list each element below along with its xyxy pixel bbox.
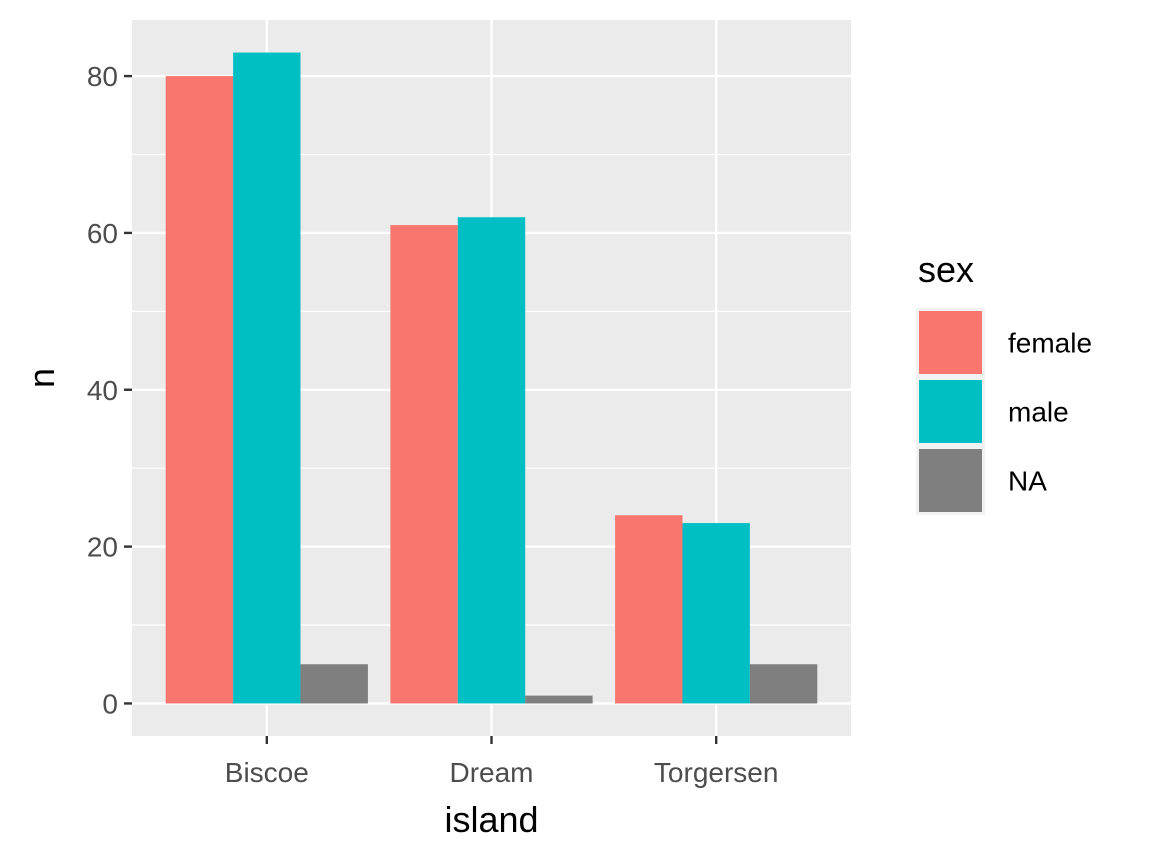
legend-title: sex (918, 249, 974, 290)
legend-label-male: male (1008, 397, 1069, 428)
legend-label-female: female (1008, 328, 1092, 359)
bar-female-dream (390, 225, 458, 704)
y-tick-label: 80 (87, 61, 118, 92)
legend-items: female male NA (916, 308, 1092, 515)
legend-swatch-female (919, 311, 982, 374)
bar-na-torgersen (749, 664, 818, 704)
x-axis: Biscoe Dream Torgersen (225, 736, 779, 788)
y-tick-label: 0 (102, 688, 118, 719)
y-axis: 0 20 40 60 80 (87, 61, 132, 719)
bar-male-torgersen (682, 523, 750, 704)
legend-swatch-na (919, 449, 982, 512)
y-tick-label: 40 (87, 375, 118, 406)
bar-female-biscoe (165, 76, 234, 704)
bars (165, 52, 818, 704)
legend: sex female male NA (916, 249, 1092, 515)
x-tick-label: Biscoe (225, 757, 309, 788)
bar-male-biscoe (233, 52, 301, 704)
y-tick-label: 60 (87, 218, 118, 249)
y-tick-label: 20 (87, 532, 118, 563)
x-tick-label: Torgersen (654, 757, 779, 788)
x-axis-title: island (444, 799, 538, 840)
x-tick-label: Dream (449, 757, 533, 788)
legend-swatch-male (919, 380, 982, 443)
legend-label-na: NA (1008, 466, 1047, 497)
bar-female-torgersen (615, 515, 683, 704)
bar-male-dream (457, 217, 526, 704)
y-axis-title: n (21, 368, 62, 388)
bar-na-dream (525, 695, 593, 704)
bar-na-biscoe (300, 664, 368, 704)
